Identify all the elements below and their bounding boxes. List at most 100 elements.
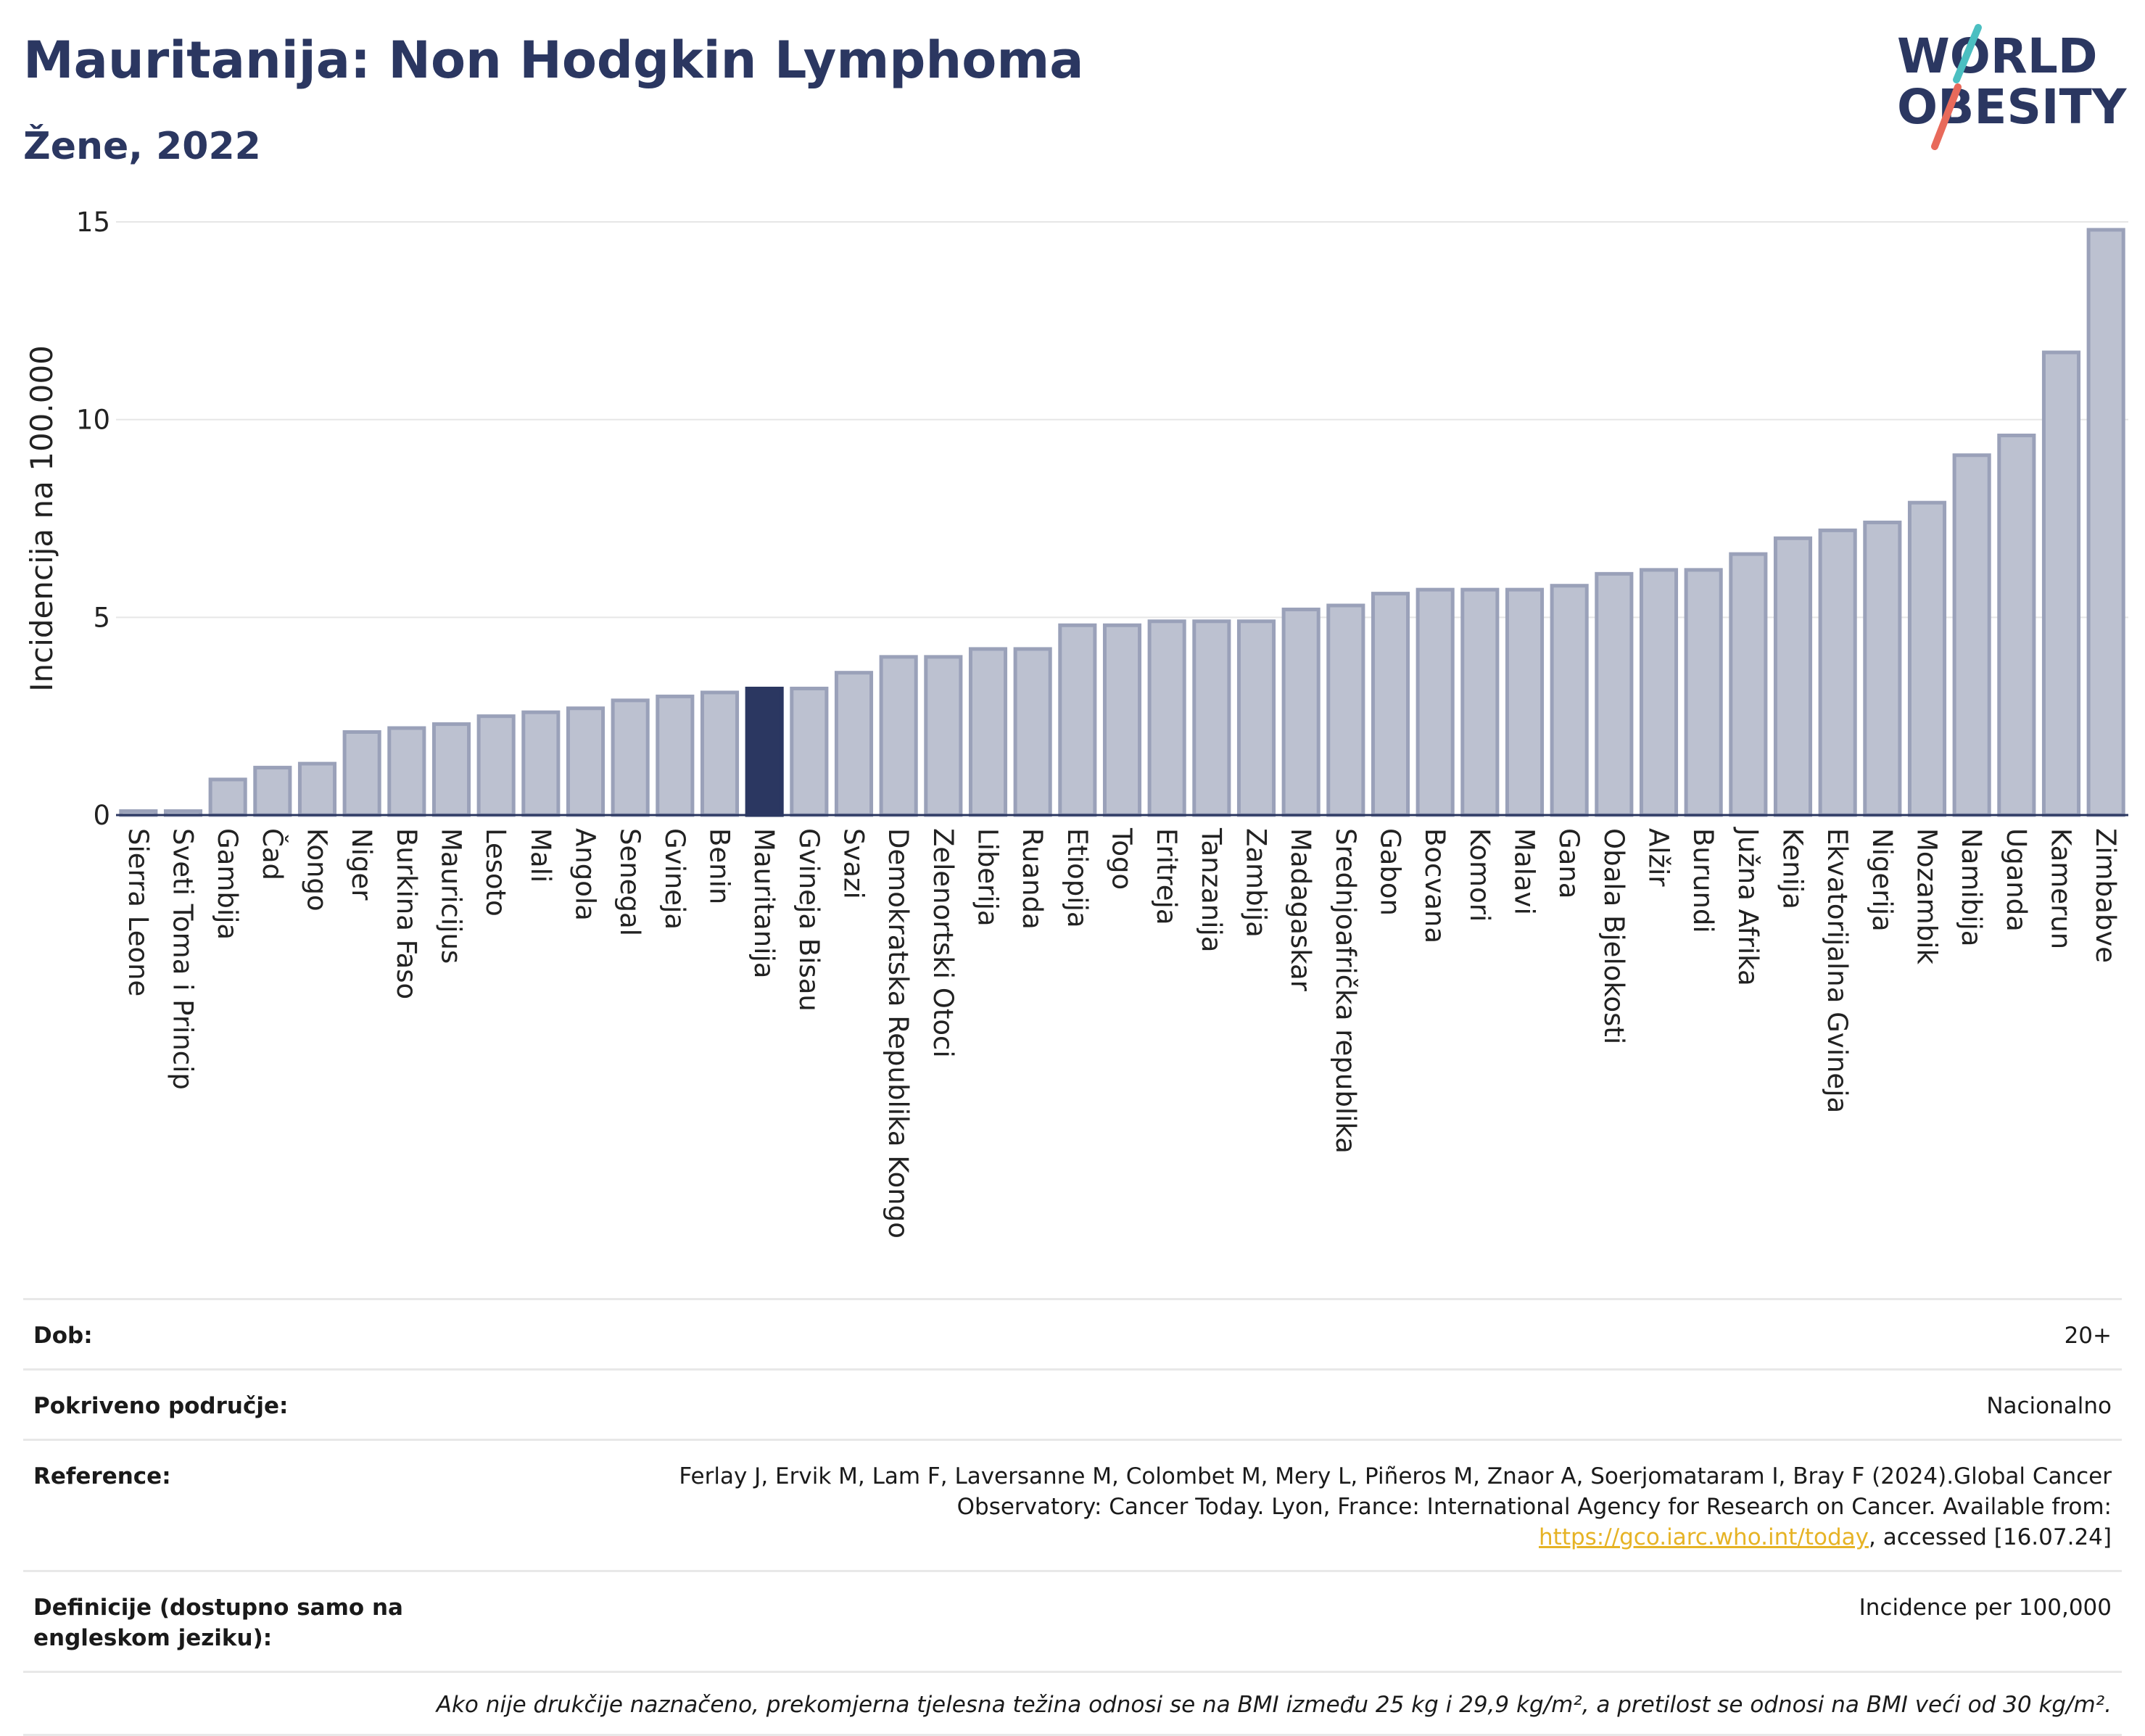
meta-def-label: Definicije (dostupno samo na engleskom j… — [33, 1595, 403, 1651]
bar[interactable] — [2086, 228, 2125, 817]
x-tick-label: Madagaskar — [1285, 828, 1316, 992]
x-tick-label: Južna Afrika — [1732, 827, 1764, 986]
meta-row-reference: Reference: Ferlay J, Ervik M, Lam F, Lav… — [23, 1439, 2122, 1570]
bar[interactable] — [431, 722, 471, 817]
meta-def-value: Incidence per 100,000 — [1859, 1595, 2112, 1621]
x-tick-label: Zimbabve — [2090, 828, 2121, 963]
bar[interactable] — [521, 710, 561, 817]
x-tick-label: Kongo — [302, 828, 333, 912]
x-tick-label: Svazi — [838, 828, 869, 899]
x-axis-ticks: Sierra Leone Sveti Toma i Princip Gambija Č… — [123, 827, 2121, 1239]
bar[interactable] — [1907, 500, 1947, 817]
bar[interactable] — [1773, 536, 1813, 817]
bar[interactable] — [1505, 587, 1545, 817]
bar-chart: 0 5 10 15 Sierra Leone Sveti Toma i Princip G… — [24, 207, 2128, 1239]
bar[interactable] — [297, 761, 337, 817]
x-tick-label: Alžir — [1643, 828, 1674, 887]
bar[interactable] — [387, 726, 426, 817]
bar[interactable] — [611, 698, 650, 817]
bar[interactable] — [968, 647, 1008, 817]
y-axis-ticks: 0 5 10 15 — [76, 207, 110, 831]
x-tick-label: Srednjoafrička republika — [1330, 828, 1361, 1154]
x-tick-label: Sveti Toma i Princip — [168, 828, 199, 1090]
bar[interactable] — [1460, 587, 1500, 817]
bar[interactable] — [1684, 568, 1723, 817]
x-tick-label: Malavi — [1509, 828, 1540, 915]
meta-row-definition: Definicije (dostupno samo na engleskom j… — [23, 1570, 2122, 1671]
bar[interactable] — [1371, 592, 1410, 817]
x-tick-label: Mozambik — [1912, 828, 1943, 964]
bar[interactable] — [253, 766, 292, 817]
x-tick-label: Obala Bjelokosti — [1598, 828, 1629, 1044]
bar[interactable] — [700, 690, 740, 817]
x-tick-label: Zambija — [1241, 828, 1272, 938]
logo-line1: WORLD — [1897, 28, 2098, 84]
x-tick-label: Sierra Leone — [123, 828, 154, 996]
bar[interactable] — [1058, 623, 1097, 817]
y-tick-label: 0 — [93, 800, 110, 831]
bar[interactable] — [566, 706, 606, 817]
bar[interactable] — [1102, 623, 1142, 817]
x-tick-label: Angola — [570, 828, 601, 921]
bar[interactable] — [1595, 571, 1634, 817]
metadata-table: Dob: 20+ Pokriveno područje: Nacionalno … — [23, 1298, 2122, 1736]
page-title: Mauritanija: Non Hodgkin Lymphoma — [23, 30, 1084, 90]
x-tick-label: Kenija — [1777, 828, 1809, 909]
bars — [119, 228, 2125, 817]
bar[interactable] — [656, 694, 695, 817]
meta-ref-value: Ferlay J, Ervik M, Lam F, Laversanne M, … — [541, 1461, 2112, 1553]
meta-ref-text1: Ferlay J, Ervik M, Lam F, Laversanne M, … — [679, 1463, 2112, 1520]
y-tick-label: 10 — [76, 405, 110, 436]
bar[interactable] — [1236, 619, 1276, 817]
x-tick-label: Burundi — [1687, 828, 1719, 933]
x-tick-label: Gabon — [1375, 828, 1406, 916]
x-tick-label: Togo — [1107, 827, 1138, 890]
x-tick-label: Gana — [1553, 828, 1584, 898]
x-tick-label: Kamerun — [2046, 828, 2077, 949]
bar[interactable] — [208, 777, 247, 817]
bar[interactable] — [1281, 607, 1321, 817]
y-axis-label: Incidencija na 100.000 — [24, 345, 59, 692]
bar[interactable] — [1013, 647, 1052, 817]
x-tick-label: Uganda — [2001, 828, 2032, 932]
bar[interactable] — [1863, 520, 1902, 817]
x-tick-label: Gvineja Bisau — [793, 828, 824, 1012]
bar[interactable] — [1639, 568, 1679, 817]
bar[interactable] — [1192, 619, 1231, 817]
x-tick-label: Benin — [704, 828, 735, 904]
bar[interactable] — [924, 655, 963, 817]
x-tick-label: Nigerija — [1867, 828, 1898, 932]
x-tick-label: Zelenortski Otoci — [927, 828, 959, 1058]
page-subtitle: Žene, 2022 — [23, 125, 261, 168]
x-tick-label: Namibija — [1956, 828, 1987, 946]
x-tick-label: Bocvana — [1419, 828, 1450, 943]
bar[interactable] — [342, 729, 381, 817]
meta-area-value: Nacionalno — [1986, 1393, 2112, 1419]
x-tick-label: Ekvatorijalna Gvineja — [1822, 828, 1853, 1113]
x-tick-label: Burkina Faso — [391, 828, 422, 999]
bar[interactable] — [1997, 433, 2036, 817]
x-tick-label: Tanzanija — [1196, 827, 1227, 952]
bar[interactable] — [1147, 619, 1186, 817]
meta-ref-link[interactable]: https://gco.iarc.who.int/today — [1539, 1524, 1869, 1550]
bar[interactable] — [1818, 528, 1857, 817]
meta-ref-label: Reference: — [33, 1463, 171, 1489]
meta-row-age: Dob: 20+ — [23, 1298, 2122, 1368]
bar[interactable] — [2041, 350, 2081, 817]
x-tick-label: Niger — [346, 828, 377, 901]
y-tick-label: 15 — [76, 207, 110, 238]
bar[interactable] — [476, 714, 516, 817]
bar[interactable] — [1729, 552, 1768, 817]
bar[interactable] — [1952, 453, 1991, 817]
bar[interactable] — [879, 655, 918, 817]
bar-highlight[interactable] — [745, 686, 784, 817]
bar[interactable] — [1326, 603, 1365, 817]
meta-area-label: Pokriveno područje: — [33, 1393, 289, 1419]
meta-age-value: 20+ — [2064, 1323, 2112, 1349]
meta-age-label: Dob: — [33, 1323, 93, 1349]
bar[interactable] — [1415, 587, 1455, 817]
bar[interactable] — [834, 671, 874, 817]
bar[interactable] — [790, 686, 829, 817]
logo-line2: OBESITY — [1897, 79, 2128, 135]
bar[interactable] — [1550, 584, 1589, 817]
